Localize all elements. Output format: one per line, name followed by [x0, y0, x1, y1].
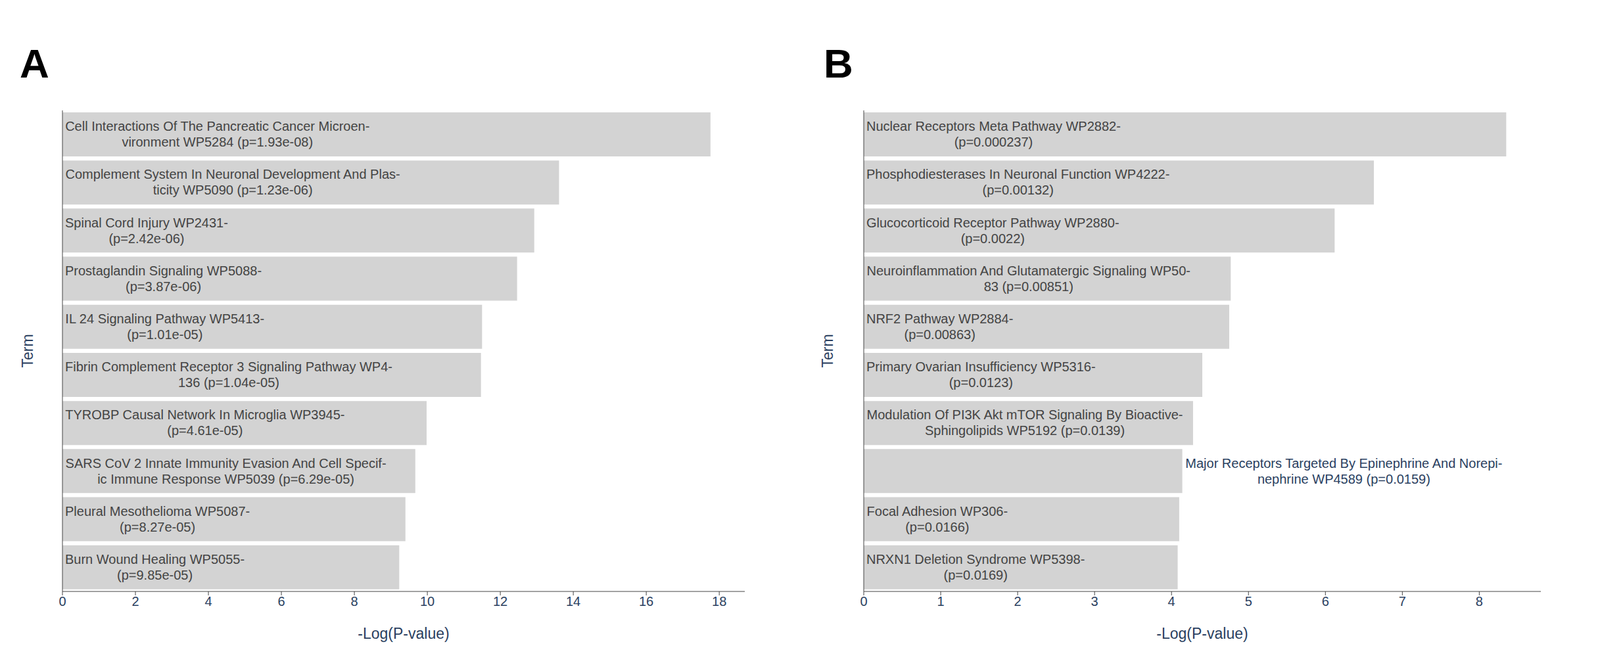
html-text:B: B	[823, 40, 854, 87]
svg-text:Pleural Mesothelioma WP5087-(p: Pleural Mesothelioma WP5087-(p=8.27e-05)	[65, 504, 250, 535]
svg-text:NRF2 Pathway WP2884-(p=0.00863: NRF2 Pathway WP2884-(p=0.00863)	[866, 311, 1013, 342]
svg-text:Burn Wound Healing WP5055-(p=9: Burn Wound Healing WP5055-(p=9.85e-05)	[65, 552, 245, 583]
svg-text:Nuclear Receptors Meta Pathway: Nuclear Receptors Meta Pathway WP2882-(p…	[866, 118, 1121, 150]
svg-text:16: 16	[638, 594, 654, 609]
svg-text:Glucocorticoid Receptor Pathwa: Glucocorticoid Receptor Pathway WP2880-(…	[866, 215, 1120, 246]
svg-text:-Log(P-value): -Log(P-value)	[357, 625, 449, 643]
svg-text:0: 0	[58, 594, 66, 609]
svg-text:Phosphodiesterases In Neuronal: Phosphodiesterases In Neuronal Function …	[866, 166, 1170, 198]
svg-text:Term: Term	[19, 333, 37, 368]
svg-text:7: 7	[1398, 594, 1407, 609]
svg-text:12: 12	[493, 594, 508, 609]
svg-text:-Log(P-value): -Log(P-value)	[1156, 625, 1248, 643]
svg-text:Fibrin Complement Receptor 3 S: Fibrin Complement Receptor 3 Signaling P…	[65, 359, 393, 390]
svg-text:3: 3	[1091, 594, 1099, 609]
svg-text:TYROBP Causal Network In Micro: TYROBP Causal Network In Microglia WP394…	[65, 407, 345, 438]
svg-text:10: 10	[420, 594, 435, 609]
svg-text:Modulation Of PI3K Akt mTOR Si: Modulation Of PI3K Akt mTOR Signaling By…	[867, 407, 1184, 438]
svg-text:NRXN1 Deletion Syndrome WP5398: NRXN1 Deletion Syndrome WP5398-(p=0.0169…	[866, 552, 1085, 583]
svg-text:Complement System In Neuronal: Complement System In Neuronal Developmen…	[65, 166, 401, 198]
svg-text:Focal Adhesion WP306-(p=0.0166: Focal Adhesion WP306-(p=0.0166)	[867, 504, 1009, 535]
svg-text:4: 4	[204, 594, 212, 609]
svg-text:Term: Term	[819, 333, 837, 368]
svg-text:5: 5	[1245, 594, 1253, 609]
svg-text:Prostaglandin Signaling WP5088: Prostaglandin Signaling WP5088-(p=3.87e-…	[65, 263, 262, 294]
svg-text:2: 2	[1014, 594, 1022, 609]
svg-text:6: 6	[277, 594, 285, 609]
svg-text:Neuroinflammation And Glutamat: Neuroinflammation And Glutamatergic Sign…	[867, 263, 1191, 294]
svg-text:4: 4	[1168, 594, 1176, 609]
svg-text:SARS CoV 2 Innate Immunity Eva: SARS CoV 2 Innate Immunity Evasion And C…	[65, 456, 387, 487]
svg-text:Major Receptors Targeted By Ep: Major Receptors Targeted By Epinephrine …	[1185, 456, 1503, 487]
svg-text:0: 0	[859, 594, 868, 609]
svg-text:18: 18	[711, 594, 727, 609]
svg-text:2: 2	[131, 594, 139, 609]
svg-text:8: 8	[1475, 594, 1483, 609]
svg-text:8: 8	[351, 594, 359, 609]
svg-text:Cell Interactions Of The Pancr: Cell Interactions Of The Pancreatic Canc…	[65, 118, 370, 150]
svg-text:6: 6	[1321, 594, 1330, 609]
svg-text:Primary Ovarian Insufficiency: Primary Ovarian Insufficiency WP5316-(p=…	[866, 359, 1096, 390]
svg-text:1: 1	[936, 594, 944, 609]
svg-text:IL 24 Signaling Pathway WP5413: IL 24 Signaling Pathway WP5413-(p=1.01e-…	[65, 311, 265, 342]
svg-text:Spinal Cord Injury WP2431-(p=2: Spinal Cord Injury WP2431-(p=2.42e-06)	[65, 215, 229, 246]
html-text:A: A	[19, 40, 50, 87]
svg-text:14: 14	[565, 594, 581, 609]
